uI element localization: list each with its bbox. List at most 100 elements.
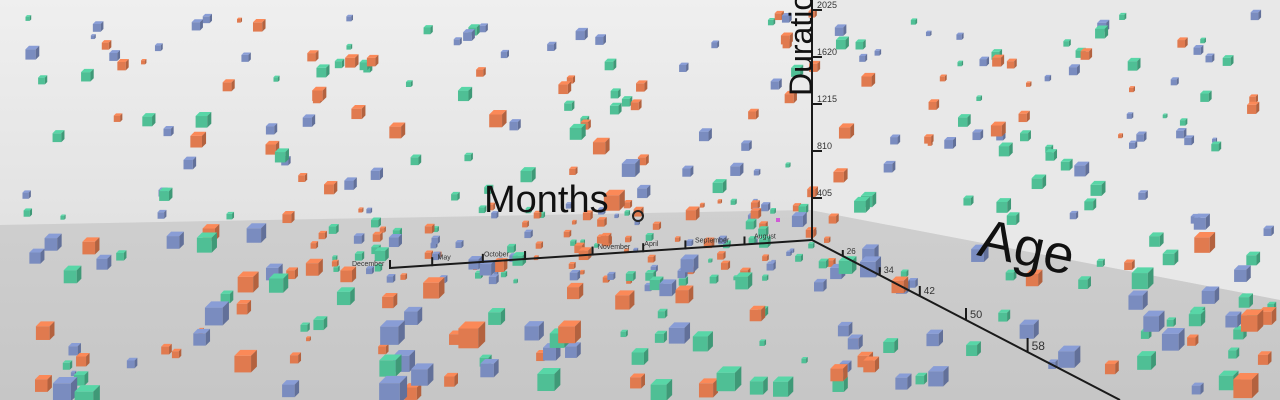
cube-face bbox=[826, 260, 834, 267]
cube-top bbox=[623, 199, 633, 203]
cube-side bbox=[1077, 64, 1080, 76]
data-point-cube bbox=[507, 243, 516, 253]
cube-top bbox=[598, 207, 606, 210]
cube-face bbox=[29, 252, 41, 264]
cube-top bbox=[400, 273, 408, 275]
data-point-cube bbox=[699, 202, 705, 208]
cube-top bbox=[60, 214, 66, 216]
cube-face bbox=[582, 212, 591, 221]
cube-top bbox=[1193, 45, 1204, 48]
data-point-cube bbox=[730, 198, 737, 205]
cube-top bbox=[762, 254, 769, 257]
cube-face bbox=[569, 168, 576, 175]
cube-face bbox=[674, 237, 680, 242]
cube-face bbox=[926, 333, 939, 347]
cube-top bbox=[463, 29, 475, 33]
cube-face bbox=[565, 346, 577, 358]
cube-side bbox=[409, 350, 416, 372]
y-tick-label: 2025 bbox=[817, 0, 837, 10]
data-point-cube bbox=[966, 341, 981, 357]
cube-side bbox=[478, 321, 486, 349]
data-point-cube bbox=[358, 207, 364, 213]
data-point-cube bbox=[525, 206, 532, 214]
cube-face bbox=[324, 184, 334, 195]
cube-side bbox=[817, 60, 821, 72]
cube-top bbox=[312, 86, 327, 91]
cube-face bbox=[1124, 262, 1132, 271]
cube-side bbox=[160, 43, 163, 52]
cube-face bbox=[70, 372, 75, 377]
cube-top bbox=[533, 255, 539, 257]
cube-top bbox=[109, 50, 121, 53]
cube-top bbox=[1131, 267, 1154, 274]
cube-face bbox=[720, 263, 728, 270]
data-point-cube bbox=[202, 13, 213, 24]
data-point-cube bbox=[411, 363, 434, 386]
cube-top bbox=[680, 254, 699, 260]
cube-top bbox=[479, 354, 492, 358]
cube-top bbox=[582, 210, 593, 213]
data-point-cube bbox=[979, 56, 990, 67]
cube-top bbox=[624, 210, 631, 212]
data-point-cube bbox=[766, 261, 776, 271]
cube-top bbox=[859, 53, 868, 56]
data-point-cube bbox=[346, 14, 353, 22]
cube-top bbox=[310, 241, 319, 244]
cube-side bbox=[825, 258, 829, 269]
cube-face bbox=[621, 163, 636, 177]
cube-face bbox=[1078, 279, 1088, 290]
cube-side bbox=[767, 254, 769, 262]
cube-top bbox=[62, 360, 73, 363]
cube-face bbox=[571, 221, 576, 225]
cube-face bbox=[708, 259, 712, 263]
cube-face bbox=[748, 111, 756, 120]
cube-top bbox=[268, 273, 289, 279]
cube-face bbox=[379, 360, 396, 377]
cube-side bbox=[438, 277, 445, 299]
cube-side bbox=[790, 250, 792, 257]
data-point-cube bbox=[286, 267, 298, 280]
cube-top bbox=[1124, 259, 1135, 263]
cube-side bbox=[285, 148, 289, 163]
cube-face bbox=[464, 154, 471, 162]
cube-top bbox=[834, 24, 847, 28]
cube-face bbox=[370, 220, 379, 228]
cube-face bbox=[1191, 385, 1201, 395]
cube-face bbox=[35, 326, 50, 340]
cube-side bbox=[754, 236, 757, 244]
cube-face bbox=[998, 146, 1010, 157]
cube-top bbox=[331, 259, 339, 262]
cube-top bbox=[478, 23, 488, 26]
cube-top bbox=[90, 34, 96, 36]
data-point-cube bbox=[241, 52, 251, 62]
cube-side bbox=[1013, 269, 1017, 281]
cube-face bbox=[957, 117, 968, 127]
cube-face bbox=[558, 326, 576, 344]
cube-side bbox=[431, 223, 435, 234]
cube-side bbox=[322, 86, 327, 101]
cube-side bbox=[579, 282, 584, 300]
cube-face bbox=[963, 198, 971, 206]
cube-side bbox=[1014, 58, 1017, 69]
cube-top bbox=[791, 64, 804, 68]
data-point-cube bbox=[101, 40, 112, 50]
cube-side bbox=[200, 19, 203, 31]
cube-side bbox=[418, 154, 422, 166]
cube-side bbox=[120, 113, 123, 122]
cube-top bbox=[370, 217, 381, 221]
cube-face bbox=[274, 152, 286, 163]
cube-face bbox=[1090, 184, 1102, 196]
cube-face bbox=[657, 311, 665, 319]
cube-side bbox=[324, 230, 327, 240]
cube-face bbox=[570, 241, 575, 246]
cube-side bbox=[986, 56, 990, 67]
cube-side bbox=[207, 111, 212, 128]
data-point-cube bbox=[154, 43, 163, 52]
data-point-cube bbox=[680, 254, 699, 273]
cube-face bbox=[366, 57, 376, 67]
cube-side bbox=[123, 250, 127, 261]
data-point-cube bbox=[805, 227, 817, 238]
data-point-cube bbox=[1096, 258, 1105, 267]
cube-face bbox=[625, 273, 634, 281]
cube-face bbox=[824, 238, 829, 243]
